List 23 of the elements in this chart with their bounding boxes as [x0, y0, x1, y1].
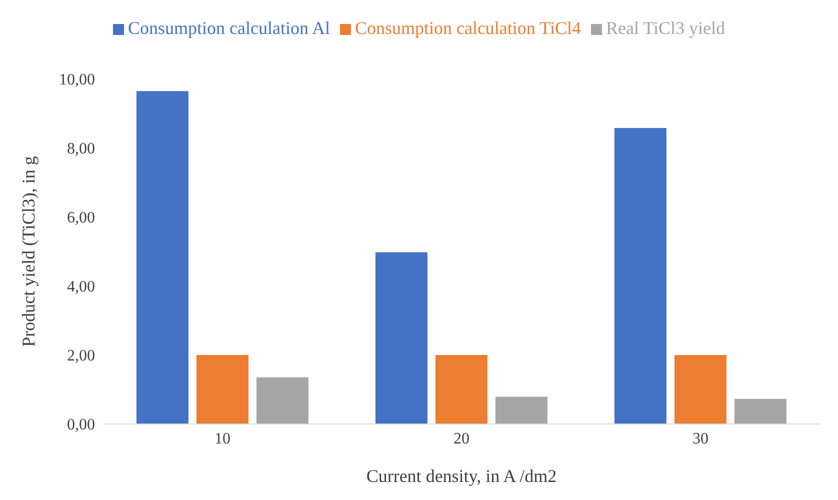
bar [196, 355, 248, 424]
legend-label: Consumption calculation TiCl4 [354, 18, 581, 38]
x-tick-label: 10 [214, 430, 230, 448]
bar [136, 91, 188, 424]
bar [734, 398, 786, 424]
bar [375, 252, 428, 424]
bar [256, 377, 308, 424]
legend-label: Real TiCl3 yield [606, 18, 726, 38]
bar [435, 355, 488, 424]
x-tick-label: 20 [454, 430, 470, 448]
y-tick-label: 0,00 [67, 416, 95, 434]
y-tick-label: 10,00 [59, 72, 95, 89]
y-tick-label: 6,00 [67, 210, 95, 227]
bar [614, 128, 666, 424]
y-tick-label: 2,00 [67, 348, 95, 365]
bar [495, 396, 548, 424]
bar [674, 355, 726, 424]
y-axis-title: Product yield (TiCl3), in g [18, 156, 38, 347]
x-tick-label: 30 [692, 430, 708, 448]
y-tick-label: 4,00 [67, 278, 95, 296]
y-tick-label: 8,00 [67, 140, 95, 158]
x-axis-title: Current density, in A /dm2 [366, 466, 557, 486]
legend-label: Consumption calculation Al [128, 18, 330, 38]
